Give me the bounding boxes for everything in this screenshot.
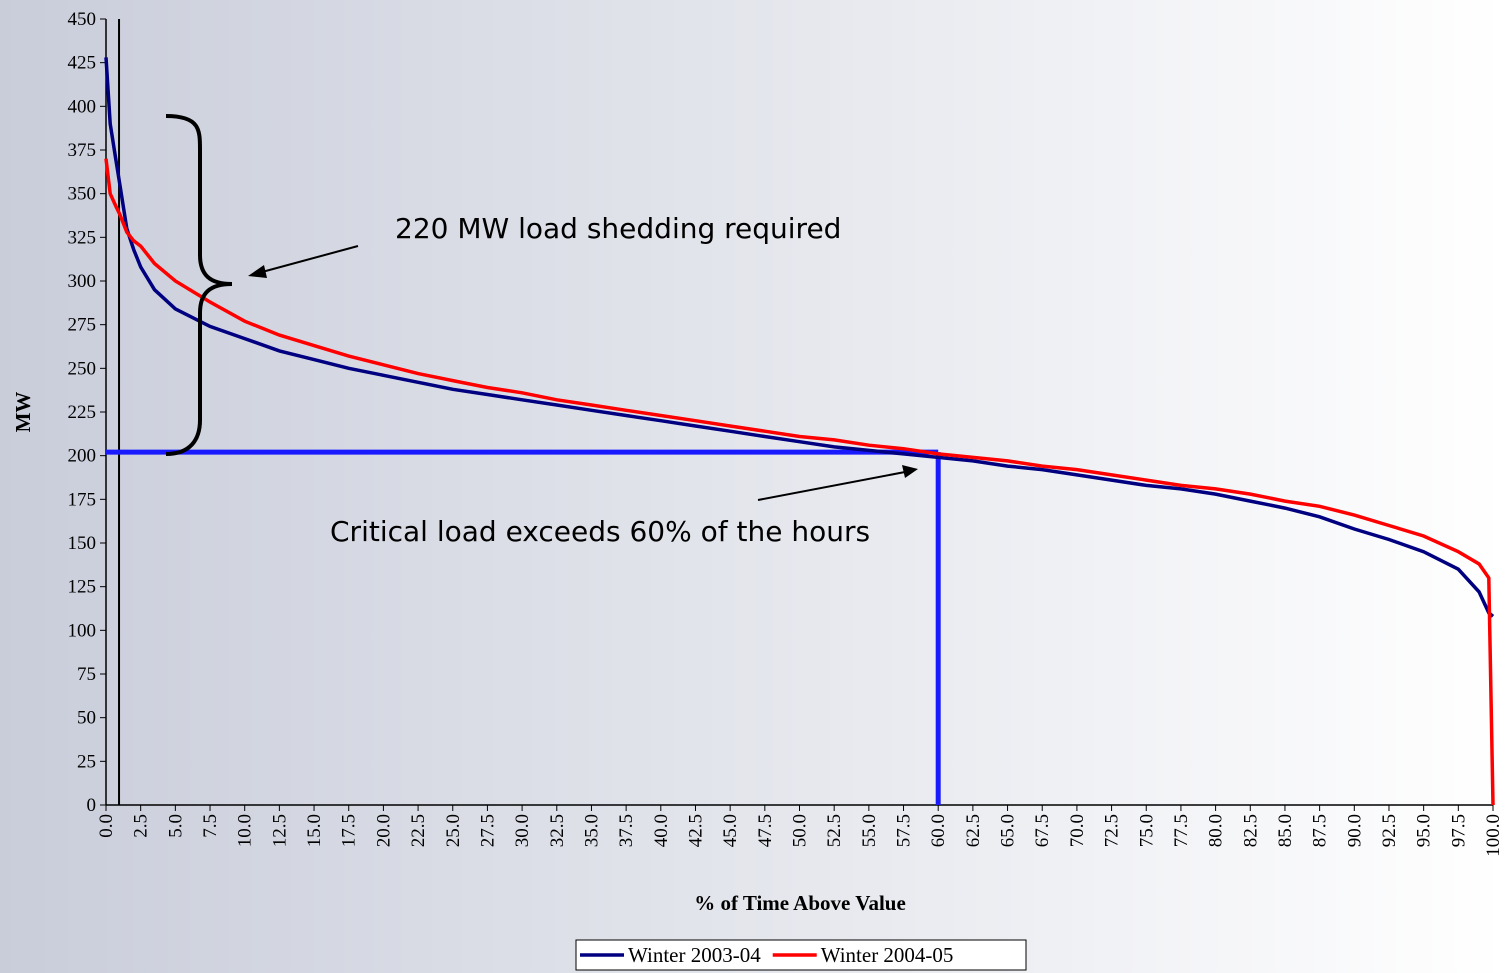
x-tick-label: 77.5 xyxy=(1171,814,1192,847)
x-tick-label: 47.5 xyxy=(755,814,776,847)
arrow-head xyxy=(248,265,267,278)
legend: Winter 2003-04 Winter 2004-05 xyxy=(575,939,1027,971)
x-tick-label: 30.0 xyxy=(512,814,533,847)
x-tick-label: 55.0 xyxy=(859,814,880,847)
x-tick-label: 0.0 xyxy=(96,814,117,838)
y-axis-label: MW xyxy=(11,392,35,433)
arrow xyxy=(261,245,359,273)
x-tick-label: 85.0 xyxy=(1275,814,1296,847)
y-tick-label: 325 xyxy=(68,227,97,248)
x-tick-label: 2.5 xyxy=(131,814,152,838)
x-tick-label: 100.0 xyxy=(1483,814,1504,857)
x-tick-label: 32.5 xyxy=(547,814,568,847)
x-tick-label: 42.5 xyxy=(685,814,706,847)
y-tick-label: 200 xyxy=(68,446,97,467)
x-tick-label: 35.0 xyxy=(581,814,602,847)
y-tick-label: 100 xyxy=(68,620,97,641)
x-tick-label: 57.5 xyxy=(894,814,915,847)
y-tick-label: 25 xyxy=(77,751,96,772)
annotation: Critical load exceeds 60% of the hours xyxy=(330,515,870,548)
x-tick-label: 90.0 xyxy=(1344,814,1365,847)
plot-area: 0 25 50 75 100 125 150 175 200 225 250 275 300 325 350… xyxy=(68,9,1505,857)
y-tick-label: 450 xyxy=(68,9,97,30)
x-tick-label: 20.0 xyxy=(373,814,394,847)
y-tick-label: 275 xyxy=(68,315,97,336)
x-tick-label: 72.5 xyxy=(1102,814,1123,847)
x-tick-label: 40.0 xyxy=(651,814,672,847)
y-tick-label: 50 xyxy=(77,708,96,729)
series-line xyxy=(104,57,1495,618)
y-tick-label: 375 xyxy=(68,140,97,161)
legend-label: Winter 2003-04 xyxy=(628,943,761,967)
y-tick-label: 225 xyxy=(68,402,97,423)
x-tick-label: 45.0 xyxy=(720,814,741,847)
x-tick-label: 92.5 xyxy=(1379,814,1400,847)
x-tick-label: 80.0 xyxy=(1206,814,1227,847)
x-tick-label: 87.5 xyxy=(1310,814,1331,847)
x-tick-label: 7.5 xyxy=(200,814,221,838)
x-tick-label: 70.0 xyxy=(1067,814,1088,847)
x-tick-label: 60.0 xyxy=(928,814,949,847)
y-tick-label: 175 xyxy=(68,489,97,510)
y-tick-label: 250 xyxy=(68,358,97,379)
x-tick-label: 62.5 xyxy=(963,814,984,847)
x-tick-label: 97.5 xyxy=(1448,814,1469,847)
series-line xyxy=(104,158,1495,806)
arrow xyxy=(757,471,906,501)
x-tick-label: 15.0 xyxy=(304,814,325,847)
x-tick-label: 82.5 xyxy=(1240,814,1261,847)
y-tick-label: 0 xyxy=(87,795,97,816)
x-tick-label: 12.5 xyxy=(269,814,290,847)
legend-label: Winter 2004-05 xyxy=(821,943,954,967)
y-tick-label: 425 xyxy=(68,53,97,74)
x-tick-label: 25.0 xyxy=(443,814,464,847)
x-tick-label: 22.5 xyxy=(408,814,429,847)
x-tick-label: 67.5 xyxy=(1032,814,1053,847)
y-tick-label: 300 xyxy=(68,271,97,292)
y-tick-label: 400 xyxy=(68,96,97,117)
annotation: 220 MW load shedding required xyxy=(395,212,841,245)
arrow-head xyxy=(902,465,918,478)
y-tick-label: 75 xyxy=(77,664,96,685)
x-tick-label: 17.5 xyxy=(339,814,360,847)
x-tick-label: 37.5 xyxy=(616,814,637,847)
y-tick-label: 350 xyxy=(68,184,97,205)
y-tick-label: 125 xyxy=(68,577,97,598)
brace xyxy=(165,114,233,456)
x-tick-label: 65.0 xyxy=(998,814,1019,847)
x-tick-label: 27.5 xyxy=(477,814,498,847)
x-tick-label: 5.0 xyxy=(165,814,186,838)
x-tick-label: 52.5 xyxy=(824,814,845,847)
y-tick-label: 150 xyxy=(68,533,97,554)
x-tick-label: 75.0 xyxy=(1136,814,1157,847)
x-tick-label: 95.0 xyxy=(1414,814,1435,847)
x-tick-label: 10.0 xyxy=(235,814,256,847)
x-tick-label: 50.0 xyxy=(790,814,811,847)
x-axis-label: % of Time Above Value xyxy=(694,891,906,915)
